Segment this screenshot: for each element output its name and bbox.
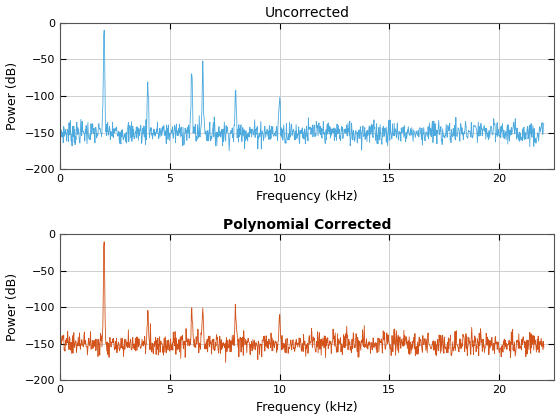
- Y-axis label: Power (dB): Power (dB): [6, 273, 19, 341]
- Title: Uncorrected: Uncorrected: [264, 6, 349, 20]
- X-axis label: Frequency (kHz): Frequency (kHz): [256, 401, 358, 414]
- Title: Polynomial Corrected: Polynomial Corrected: [223, 218, 391, 231]
- X-axis label: Frequency (kHz): Frequency (kHz): [256, 189, 358, 202]
- Y-axis label: Power (dB): Power (dB): [6, 62, 19, 130]
